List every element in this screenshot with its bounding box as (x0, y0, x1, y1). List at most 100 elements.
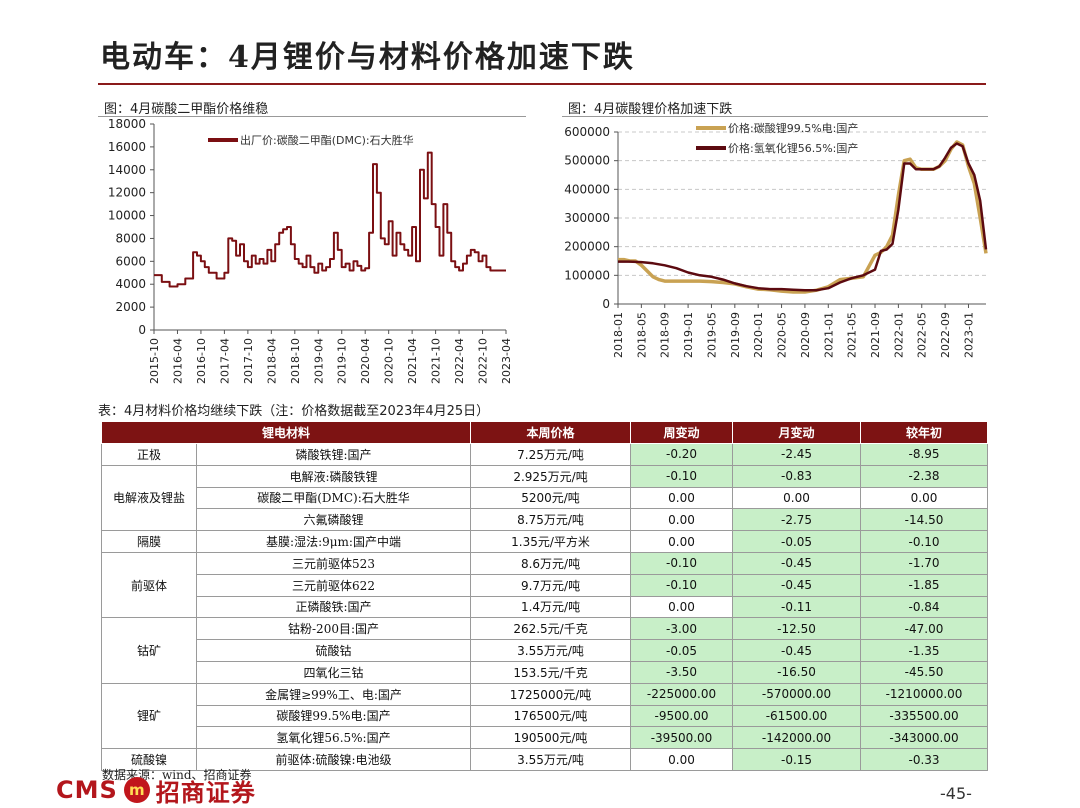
month-change-cell: 0.00 (732, 486, 862, 510)
price-cell: 3.55万元/吨 (470, 639, 632, 662)
x-tick-label: 2023-01 (962, 312, 975, 358)
x-tick-label: 2021-04 (406, 338, 419, 384)
table-row: 氢氧化锂56.5%:国产 190500元/吨 -39500.00 -142000.00… (102, 726, 989, 750)
material-name-cell: 碳酸二甲酯(DMC):石大胜华 (195, 486, 472, 510)
price-cell: 1.35元/平方米 (470, 530, 632, 553)
price-cell: 5200元/吨 (470, 486, 632, 510)
table-row: 隔膜 基膜:湿法:9μm:国产中端 1.35元/平方米 0.00 -0.05 -0.10 (101, 530, 989, 553)
y-tick-label: 400000 (564, 182, 610, 196)
x-tick-label: 2022-01 (892, 312, 905, 358)
ytd-change-cell: -1210000.00 (860, 682, 989, 706)
material-name-cell: 前驱体:硫酸镍:电池级 (195, 748, 472, 771)
table-row: 电解液及锂盐 电解液:磷酸铁锂 2.925万元/吨 -0.10 -0.83 -2.38 (101, 464, 989, 532)
y-tick-label: 12000 (108, 186, 146, 200)
table-row: 碳酸二甲酯(DMC):石大胜华 5200元/吨 0.00 0.00 0.00 (102, 486, 989, 510)
x-tick-label: 2018-05 (635, 312, 648, 358)
price-cell: 8.6万元/吨 (470, 551, 632, 575)
x-tick-label: 2016-04 (171, 338, 184, 384)
x-tick-label: 2021-10 (430, 338, 443, 384)
week-change-cell: 0.00 (630, 595, 734, 619)
y-tick-label: 8000 (115, 231, 146, 245)
week-change-cell: -3.00 (630, 617, 734, 641)
x-tick-label: 2019-04 (312, 338, 325, 384)
logo-mark-icon: m (123, 777, 150, 803)
y-tick-label: 200000 (564, 240, 610, 254)
x-tick-label: 2018-01 (612, 312, 625, 358)
price-cell: 1725000元/吨 (470, 682, 632, 706)
week-change-cell: -0.20 (630, 443, 734, 466)
header-month-change: 月变动 (732, 421, 862, 444)
x-tick-label: 2021-05 (846, 312, 859, 358)
category-cell: 电解液及锂盐 (101, 464, 197, 532)
week-change-cell: 0.00 (630, 508, 734, 532)
x-tick-label: 2023-04 (500, 338, 513, 384)
y-tick-label: 16000 (108, 140, 146, 154)
x-tick-label: 2018-04 (265, 338, 278, 384)
ytd-change-cell: -0.33 (860, 748, 989, 771)
material-name-cell: 六氟磷酸锂 (195, 508, 472, 532)
month-change-cell: -0.11 (732, 595, 862, 619)
material-name-cell: 硫酸钴 (195, 639, 472, 662)
material-name-cell: 碳酸锂99.5%电:国产 (195, 704, 472, 728)
table-header-row: 锂电材料 本周价格 周变动 月变动 较年初 (100, 421, 989, 444)
ytd-change-cell: -47.00 (860, 617, 989, 641)
ytd-change-cell: -335500.00 (860, 704, 989, 728)
y-tick-label: 0 (138, 323, 146, 337)
week-change-cell: -3.50 (630, 660, 734, 684)
table-caption: 表：4月材料价格均继续下跌（注：价格数据截至2023年4月25日） (98, 404, 490, 419)
x-tick-label: 2022-09 (939, 312, 952, 358)
x-tick-label: 2022-04 (453, 338, 466, 384)
dmc-price-chart: 0 2000 4000 6000 8000 10000 12000 14000 16000 180… (108, 117, 513, 384)
ytd-change-cell: -0.84 (860, 595, 989, 619)
material-name-cell: 电解液:磷酸铁锂 (195, 464, 472, 488)
y-tick-label: 10000 (108, 209, 146, 223)
month-change-cell: -2.75 (732, 508, 862, 532)
week-change-cell: -225000.00 (630, 682, 734, 706)
material-name-cell: 基膜:湿法:9μm:国产中端 (195, 530, 472, 553)
price-cell: 1.4万元/吨 (470, 595, 632, 619)
ytd-change-cell: -45.50 (860, 660, 989, 684)
week-change-cell: -39500.00 (630, 726, 734, 750)
ytd-change-cell: -1.70 (860, 551, 989, 575)
price-cell: 190500元/吨 (470, 726, 632, 750)
week-change-cell: -0.10 (630, 551, 734, 575)
price-cell: 153.5元/千克 (470, 660, 632, 684)
legend-label: 价格:氢氧化锂56.5%:国产 (728, 141, 858, 155)
category-cell: 锂矿 (101, 682, 197, 750)
left-caption-divider (98, 116, 526, 117)
month-change-cell: -142000.00 (732, 726, 862, 750)
page-number: -45- (940, 784, 972, 803)
month-change-cell: -2.45 (732, 443, 862, 466)
x-tick-label: 2022-05 (916, 312, 929, 358)
y-tick-label: 14000 (108, 163, 146, 177)
x-tick-label: 2018-10 (289, 338, 302, 384)
month-change-cell: -0.05 (732, 530, 862, 553)
series-line (618, 142, 988, 292)
x-tick-label: 2020-04 (359, 338, 372, 384)
ytd-change-cell: 0.00 (860, 486, 989, 510)
week-change-cell: 0.00 (630, 486, 734, 510)
month-change-cell: -0.45 (732, 573, 862, 597)
y-tick-label: 500000 (564, 154, 610, 168)
y-tick-label: 18000 (108, 117, 146, 131)
y-tick-label: 4000 (115, 277, 146, 291)
x-tick-label: 2017-10 (242, 338, 255, 384)
page-title: 电动车：4月锂价与材料价格加速下跌 (100, 40, 635, 75)
material-name-cell: 氢氧化锂56.5%:国产 (195, 726, 472, 750)
series-line (618, 140, 988, 294)
table-row: 硫酸钴 3.55万元/吨 -0.05 -0.45 -1.35 (102, 639, 989, 662)
material-name-cell: 四氧化三钴 (195, 660, 472, 684)
table-row: 硫酸镍 前驱体:硫酸镍:电池级 3.55万元/吨 0.00 -0.15 -0.33 (101, 748, 989, 771)
month-change-cell: -0.83 (732, 464, 862, 488)
y-tick-label: 600000 (564, 125, 610, 139)
x-tick-label: 2020-09 (799, 312, 812, 358)
month-change-cell: -12.50 (732, 617, 862, 641)
ytd-change-cell: -2.38 (860, 464, 989, 488)
month-change-cell: -0.15 (732, 748, 862, 771)
week-change-cell: -0.10 (630, 464, 734, 488)
category-cell: 前驱体 (101, 551, 197, 619)
legend-label: 价格:碳酸锂99.5%电:国产 (728, 121, 858, 135)
x-tick-label: 2015-10 (148, 338, 161, 384)
ytd-change-cell: -0.10 (860, 530, 989, 553)
category-cell: 隔膜 (101, 530, 197, 553)
